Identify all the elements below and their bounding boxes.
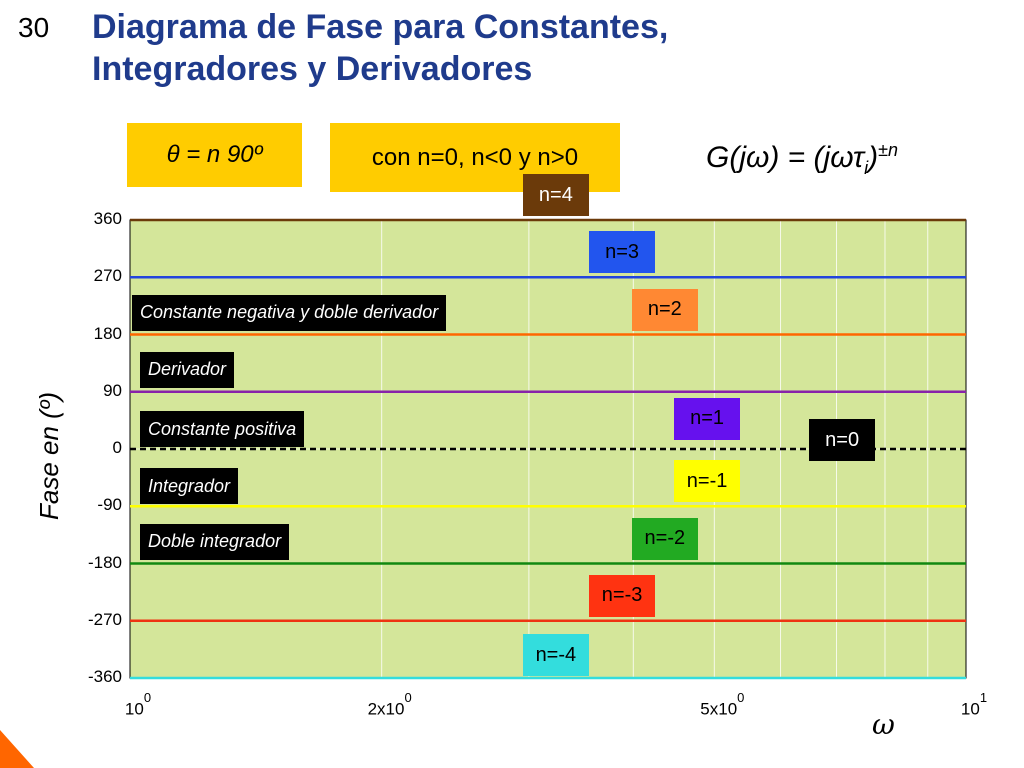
x-tick-label: 101 [960, 690, 988, 719]
title-line-2: Integradores y Derivadores [92, 50, 533, 88]
y-tick-label: 90 [103, 380, 122, 400]
x-tick-label: 5x100 [700, 690, 745, 719]
series-label: n=4 [522, 174, 589, 216]
y-tick-label: 360 [93, 209, 122, 228]
title-line-1: Diagrama de Fase para Constantes, [92, 8, 669, 46]
x-axis-label: ω [872, 708, 895, 741]
y-axis-label: Fase en (º) [34, 392, 64, 520]
y-tick-label: -90 [97, 495, 122, 515]
y-tick-label: -270 [87, 609, 122, 629]
y-tick-label: -360 [87, 667, 122, 686]
annotation-label: Doble integrador [140, 523, 290, 560]
corner-decoration [0, 730, 34, 768]
x-tick-label: 2x100 [367, 690, 412, 719]
slide-number: 30 [18, 12, 50, 43]
page-title: Diagrama de Fase para Constantes, Integr… [92, 6, 992, 90]
series-label: n=3 [589, 231, 656, 274]
theta-formula-box: θ = n 90º [127, 123, 302, 187]
x-tick-label: 100 [124, 690, 152, 719]
series-label: n=1 [674, 397, 741, 440]
series-label: n=-1 [674, 460, 741, 503]
annotation-label: Derivador [140, 351, 235, 388]
formula-close: ) [868, 141, 879, 174]
annotation-label: Constante positiva [140, 411, 305, 447]
annotation-label: Constante negativa y doble derivador [132, 294, 447, 331]
series-label: n=-3 [589, 574, 656, 617]
series-label: n=2 [631, 288, 698, 331]
y-tick-label: 270 [93, 266, 122, 286]
y-tick-label: 0 [112, 438, 122, 457]
y-tick-label: 180 [93, 323, 122, 343]
formula-exponent: ±n [878, 140, 899, 160]
y-tick-label: -180 [87, 552, 122, 572]
series-label: n=0 [809, 419, 876, 461]
annotation-label: Integrador [140, 468, 239, 505]
formula-left: G(jω) = [706, 141, 814, 174]
transfer-function-formula: G(jω) = (jωτi)±n [706, 140, 898, 179]
formula-subscript: i [864, 158, 869, 178]
series-label: n=-4 [522, 634, 589, 676]
formula-base: (jωτ [813, 141, 865, 174]
series-label: n=-2 [631, 517, 698, 560]
